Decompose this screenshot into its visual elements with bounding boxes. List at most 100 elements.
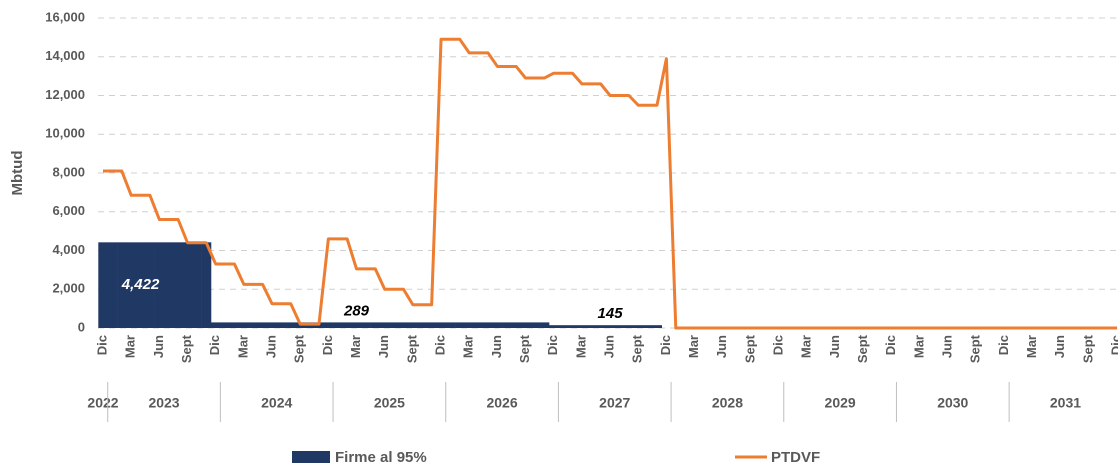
bar	[539, 322, 550, 328]
x-tick-label: Mar	[235, 335, 250, 358]
y-tick-label: 6,000	[52, 203, 85, 218]
y-axis-label: Mbtud	[9, 151, 26, 196]
bar	[286, 322, 296, 328]
bar	[473, 322, 484, 328]
x-tick-label: Dic	[207, 335, 222, 355]
bar	[239, 322, 249, 328]
bar	[267, 322, 278, 328]
bar	[145, 242, 155, 328]
bar	[408, 322, 418, 328]
y-tick-label: 10,000	[45, 126, 85, 141]
x-tick-label: Sept	[404, 334, 419, 363]
x-tick-label: Mar	[123, 335, 138, 358]
x-group-label: 2025	[374, 395, 405, 411]
x-tick-label: Dic	[545, 335, 560, 355]
x-group-label: 2027	[599, 395, 630, 411]
x-group-label: 2026	[486, 395, 517, 411]
legend-label: Firme al 95%	[335, 449, 427, 466]
x-tick-label: Jun	[601, 335, 616, 358]
y-tick-label: 14,000	[45, 48, 85, 63]
x-tick-label: Sept	[742, 334, 757, 363]
bar	[586, 325, 597, 328]
bar	[351, 322, 362, 328]
legend-label: PTDVF	[771, 449, 820, 466]
bar	[380, 322, 390, 328]
y-tick-label: 2,000	[52, 281, 85, 296]
bar	[642, 325, 653, 328]
x-tick-label: Sept	[968, 334, 983, 363]
x-tick-label: Jun	[1052, 335, 1067, 358]
y-tick-label: 16,000	[45, 9, 85, 24]
x-tick-label: Sept	[517, 334, 532, 363]
x-tick-label: Dic	[658, 335, 673, 355]
y-tick-label: 4,000	[52, 242, 85, 257]
x-tick-label: Sept	[179, 334, 194, 363]
bar	[220, 322, 231, 328]
bar	[342, 322, 353, 328]
bar	[445, 322, 456, 328]
x-tick-label: Sept	[630, 334, 645, 363]
bar	[558, 325, 569, 328]
bar	[173, 242, 184, 328]
x-tick-label: Dic	[432, 335, 447, 355]
line	[103, 37, 1118, 330]
bar	[248, 322, 259, 328]
bar	[257, 322, 268, 328]
bar	[455, 322, 465, 328]
x-tick-label: Dic	[771, 335, 786, 355]
bar	[624, 325, 634, 328]
bar	[126, 242, 137, 328]
bar	[98, 242, 108, 328]
legend-swatch	[292, 451, 330, 463]
data-label: 4,422	[121, 276, 160, 293]
data-label: 289	[343, 302, 370, 319]
bar	[201, 242, 212, 328]
bar	[333, 322, 343, 328]
bar	[530, 322, 540, 328]
x-tick-label: Mar	[911, 335, 926, 358]
bar	[483, 322, 493, 328]
bar	[567, 325, 578, 328]
x-group-label: 2022	[87, 395, 118, 411]
bar	[389, 322, 400, 328]
x-tick-label: Mar	[1024, 335, 1039, 358]
bar	[520, 322, 531, 328]
x-tick-label: Jun	[376, 335, 391, 358]
y-tick-label: 12,000	[45, 87, 85, 102]
x-tick-label: Mar	[686, 335, 701, 358]
x-tick-label: Sept	[292, 334, 307, 363]
y-tick-label: 8,000	[52, 164, 85, 179]
x-tick-label: Jun	[489, 335, 504, 358]
x-group-label: 2023	[148, 395, 179, 411]
x-tick-label: Jun	[151, 335, 166, 358]
bar	[361, 322, 371, 328]
bar	[511, 322, 522, 328]
bar	[614, 325, 625, 328]
bar	[229, 322, 240, 328]
x-tick-label: Dic	[94, 335, 109, 355]
x-tick-label: Dic	[883, 335, 898, 355]
bar	[117, 242, 127, 328]
bar	[107, 242, 118, 328]
bar	[464, 322, 475, 328]
bar	[417, 322, 428, 328]
x-tick-label: Mar	[573, 335, 588, 358]
bar	[595, 325, 606, 328]
x-tick-label: Jun	[940, 335, 955, 358]
x-tick-label: Mar	[348, 335, 363, 358]
bar	[549, 325, 559, 328]
x-tick-label: Dic	[996, 335, 1011, 355]
data-label: 145	[598, 305, 624, 322]
x-tick-label: Sept	[1080, 334, 1095, 363]
bar	[492, 322, 503, 328]
x-tick-label: Dic	[1109, 335, 1118, 355]
bar	[276, 322, 287, 328]
x-tick-label: Mar	[461, 335, 476, 358]
bar	[182, 242, 193, 328]
x-group-label: 2030	[937, 395, 968, 411]
bar	[370, 322, 381, 328]
bar	[436, 322, 447, 328]
x-tick-label: Mar	[799, 335, 814, 358]
